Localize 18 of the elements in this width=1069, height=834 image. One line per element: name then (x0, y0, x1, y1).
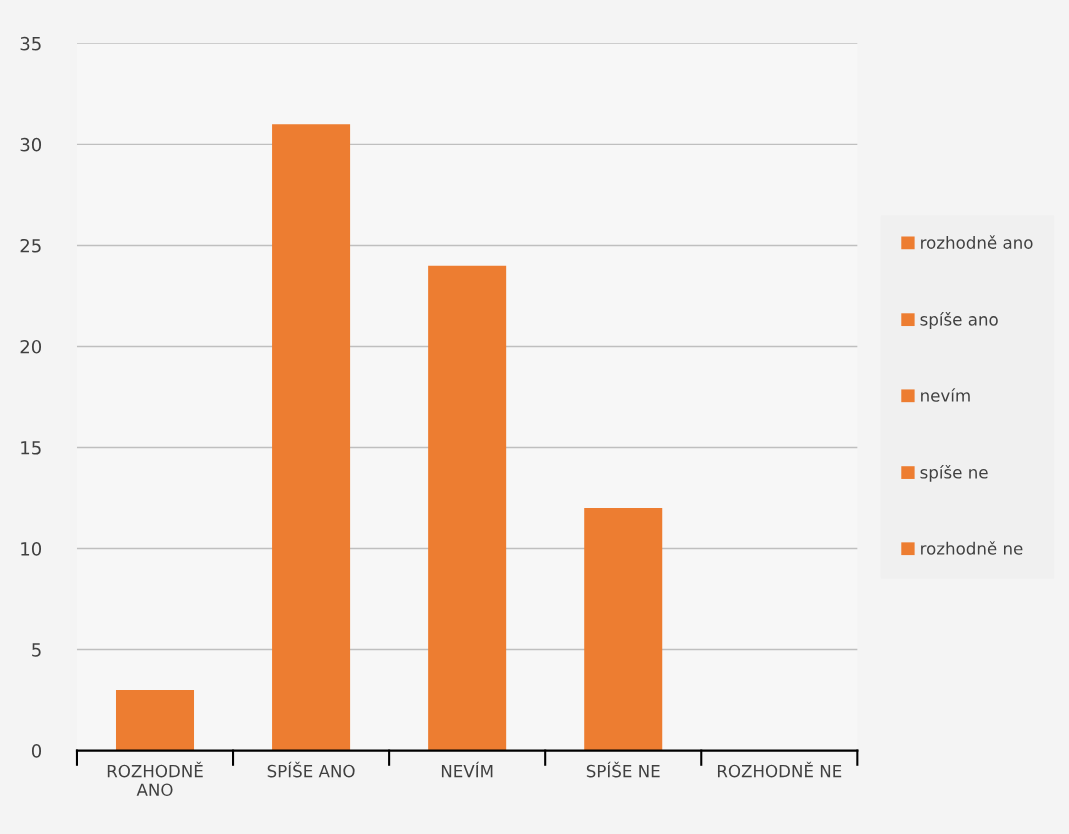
y-tick-label: 10 (21, 541, 42, 556)
x-tick-label: ROZHODNĚ ANO (107, 761, 203, 797)
y-tick-label: 0 (31, 744, 42, 758)
legend-label: spíše ano (920, 312, 998, 329)
legend-label: rozhodně ano (921, 235, 1033, 249)
legend-label: rozhodně ne (921, 541, 1023, 555)
y-tick-label: 5 (32, 643, 41, 657)
legend-label: spíše ne (920, 465, 988, 482)
y-tick-label: 30 (20, 137, 42, 152)
x-tick-label: NEVÍM (441, 761, 493, 778)
y-tick-label: 25 (20, 238, 41, 253)
x-tick-label: ROZHODNĚ NE (717, 761, 842, 778)
y-tick-label: 20 (20, 339, 42, 354)
y-tick-label: 35 (20, 36, 41, 51)
x-tick-label: SPÍŠE NE (586, 761, 660, 778)
x-tick-label: SPÍŠE ANO (267, 761, 355, 778)
legend-label: nevím (921, 388, 970, 402)
y-tick-label: 15 (21, 441, 41, 455)
